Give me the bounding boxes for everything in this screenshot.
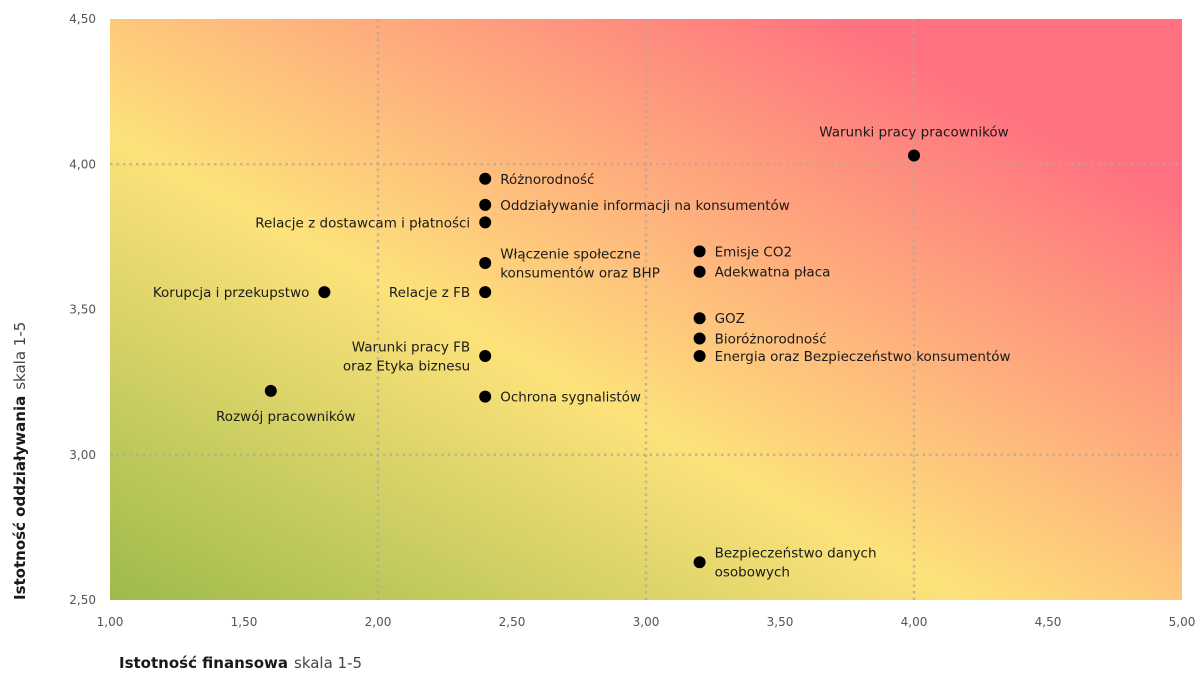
x-axis-ticks: 1,00 1,50 2,00 2,50 3,00 3,50 4,00 4,50 5,00: [97, 615, 1196, 629]
data-point-label: Bezpieczeństwo danych osobowych: [715, 546, 877, 581]
y-axis-title: Istotność oddziaływania skala 1-5: [11, 322, 29, 600]
data-point-label: GOZ: [715, 311, 745, 327]
data-point-label: Energia oraz Bezpieczeństwo konsumentów: [715, 349, 1011, 365]
data-point-label-line: GOZ: [715, 311, 745, 327]
data-point: [693, 245, 706, 258]
x-tick-label: 4,50: [1035, 615, 1062, 629]
data-point-label-line: Różnorodność: [500, 172, 594, 188]
data-point-label-line: Energia oraz Bezpieczeństwo konsumentów: [715, 349, 1011, 365]
plot-background: [110, 19, 1182, 600]
data-point-label: Relacje z FB: [389, 285, 470, 301]
data-point: [318, 286, 331, 299]
data-point-label: Rozwój pracowników: [216, 409, 356, 425]
data-point: [693, 556, 706, 569]
x-tick-label: 2,00: [365, 615, 392, 629]
y-tick-label: 4,00: [69, 157, 96, 171]
data-point-label-line: Rozwój pracowników: [216, 409, 356, 425]
data-point-label-line: Bioróżnorodność: [715, 332, 827, 348]
x-tick-label: 3,50: [767, 615, 794, 629]
data-point: [479, 257, 492, 270]
data-point-label-line: Warunki pracy pracowników: [819, 125, 1008, 141]
x-axis-title-suffix: skala 1-5: [294, 654, 362, 672]
data-point-label-line: Relacje z dostawcam i płatności: [255, 215, 470, 231]
data-point: [479, 216, 492, 229]
data-point-label-line: Relacje z FB: [389, 285, 470, 301]
x-tick-label: 4,00: [901, 615, 928, 629]
y-tick-label: 4,50: [69, 12, 96, 26]
data-point-label-line: osobowych: [715, 565, 790, 581]
y-axis-title-suffix: skala 1-5: [11, 322, 29, 390]
data-point-label-line: Korupcja i przekupstwo: [153, 285, 310, 301]
data-point-label-line: Oddziaływanie informacji na konsumentów: [500, 198, 790, 214]
data-point: [264, 384, 277, 397]
data-point: [479, 390, 492, 403]
x-axis-title-main: Istotność finansowa: [119, 654, 288, 672]
data-point: [479, 172, 492, 185]
data-point: [693, 349, 706, 362]
data-point-label-line: Ochrona sygnalistów: [500, 390, 641, 406]
data-point-label-line: Bezpieczeństwo danych: [715, 546, 877, 562]
data-point-label: Relacje z dostawcam i płatności: [255, 215, 470, 231]
data-point-label: Różnorodność: [500, 172, 594, 188]
data-point: [479, 198, 492, 211]
y-tick-label: 3,50: [69, 303, 96, 317]
data-point: [908, 149, 920, 162]
data-point-label: Oddziaływanie informacji na konsumentów: [500, 198, 790, 214]
x-tick-label: 1,00: [97, 615, 124, 629]
data-point: [693, 265, 706, 278]
data-point: [693, 332, 706, 345]
x-tick-label: 5,00: [1169, 615, 1196, 629]
data-point-label: Warunki pracy FB oraz Etyka biznesu: [343, 339, 470, 374]
x-tick-label: 1,50: [231, 615, 258, 629]
data-point-label-line: Warunki pracy FB: [352, 339, 470, 355]
x-axis-title: Istotność finansowa skala 1-5: [119, 654, 362, 672]
data-point-label: Bioróżnorodność: [715, 332, 827, 348]
data-point-label-line: konsumentów oraz BHP: [500, 266, 660, 282]
data-point-label: Warunki pracy pracowników: [819, 125, 1008, 141]
data-point-label: Korupcja i przekupstwo: [153, 285, 310, 301]
data-point-label-line: Adekwatna płaca: [715, 265, 831, 281]
data-point-label: Emisje CO2: [715, 244, 792, 260]
data-points: Warunki pracy pracowników Różnorodność Odd…: [153, 125, 1011, 581]
data-point-label-line: Emisje CO2: [715, 244, 792, 260]
data-point-label: Ochrona sygnalistów: [500, 390, 641, 406]
x-tick-label: 2,50: [499, 615, 526, 629]
x-tick-label: 3,00: [633, 615, 660, 629]
data-point-label-line: Włączenie społeczne: [500, 247, 641, 263]
y-tick-label: 2,50: [69, 593, 96, 607]
data-point: [479, 286, 492, 299]
y-tick-label: 3,00: [69, 448, 96, 462]
data-point-label: Adekwatna płaca: [715, 265, 831, 281]
data-point-label-line: oraz Etyka biznesu: [343, 358, 470, 374]
data-point: [693, 312, 706, 325]
y-axis-ticks: 2,50 3,00 3,50 4,00 4,50: [69, 12, 96, 607]
y-axis-title-main: Istotność oddziaływania: [11, 396, 29, 600]
data-point: [479, 349, 492, 362]
data-point-label: Włączenie społeczne konsumentów oraz BHP: [500, 247, 660, 282]
